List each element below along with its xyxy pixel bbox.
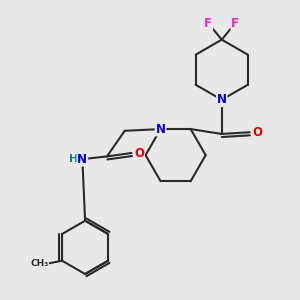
Text: CH₃: CH₃ [30,259,49,268]
Text: H: H [69,154,78,164]
Text: N: N [70,153,80,166]
Text: N: N [77,153,87,166]
Text: O: O [252,126,262,139]
Text: N: N [156,123,166,136]
Text: O: O [134,146,144,160]
Text: H: H [70,154,80,164]
Text: F: F [204,17,212,30]
Text: N: N [217,93,227,106]
Text: F: F [231,17,239,30]
